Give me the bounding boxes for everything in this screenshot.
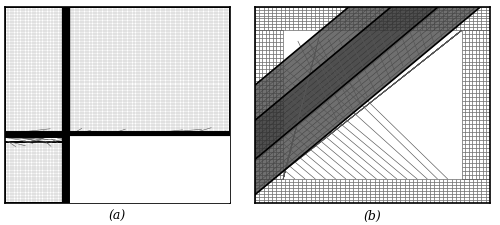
- Text: (b): (b): [364, 210, 382, 223]
- Text: (a): (a): [109, 210, 126, 223]
- Bar: [66, 134, 230, 202]
